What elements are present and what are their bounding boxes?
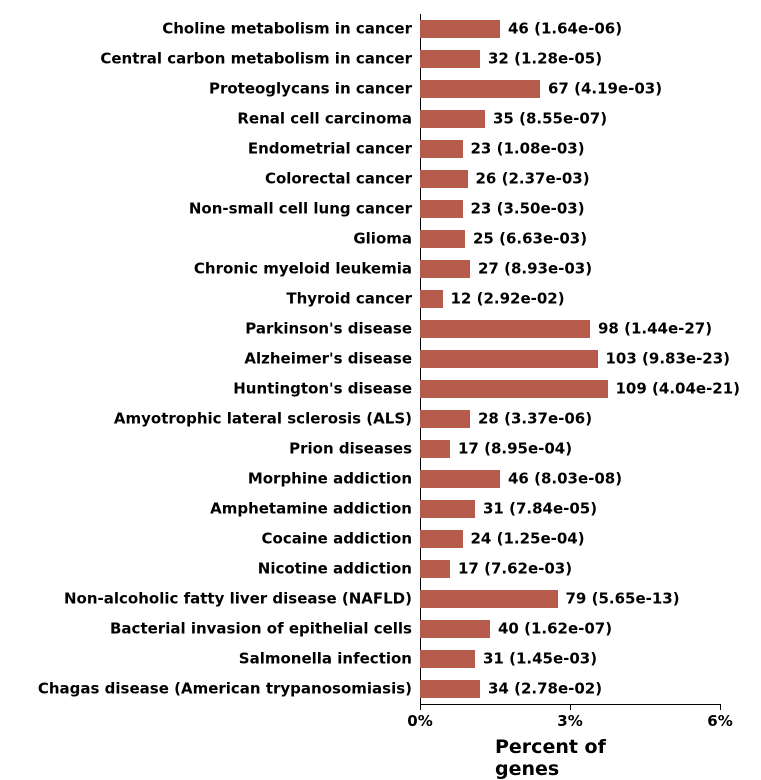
value-label: 46 (1.64e-06) <box>500 22 622 37</box>
value-label: 67 (4.19e-03) <box>540 82 662 97</box>
bar <box>420 410 470 428</box>
row-label: Thyroid cancer <box>286 292 420 307</box>
value-label: 24 (1.25e-04) <box>463 532 585 547</box>
bar <box>420 80 540 98</box>
row-label: Chronic myeloid leukemia <box>194 262 420 277</box>
value-label: 79 (5.65e-13) <box>558 592 680 607</box>
bar <box>420 470 500 488</box>
value-label: 23 (3.50e-03) <box>463 202 585 217</box>
bar <box>420 500 475 518</box>
x-tick <box>570 704 571 710</box>
row-label: Endometrial cancer <box>248 142 420 157</box>
value-label: 17 (8.95e-04) <box>450 442 572 457</box>
value-label: 103 (9.83e-23) <box>598 352 731 367</box>
row-label: Morphine addiction <box>248 472 420 487</box>
bar <box>420 650 475 668</box>
bar <box>420 110 485 128</box>
value-label: 40 (1.62e-07) <box>490 622 612 637</box>
bar <box>420 560 450 578</box>
enrichment-bar-chart: Choline metabolism in cancer 46 (1.64e-06… <box>0 0 761 778</box>
row-label: Cocaine addiction <box>262 532 420 547</box>
bar <box>420 350 598 368</box>
row-label: Non-alcoholic fatty liver disease (NAFLD… <box>64 592 420 607</box>
x-tick <box>420 704 421 710</box>
row-label: Parkinson's disease <box>245 322 420 337</box>
x-axis-title: Percent of genes <box>495 736 645 780</box>
row-label: Amphetamine addiction <box>210 502 420 517</box>
value-label: 26 (2.37e-03) <box>468 172 590 187</box>
x-tick-label: 0% <box>407 712 432 730</box>
row-label: Non-small cell lung cancer <box>189 202 420 217</box>
row-label: Chagas disease (American trypanosomiasis… <box>38 682 420 697</box>
row-label: Renal cell carcinoma <box>237 112 420 127</box>
row-label: Proteoglycans in cancer <box>209 82 420 97</box>
bar <box>420 590 558 608</box>
value-label: 109 (4.04e-21) <box>608 382 741 397</box>
bar <box>420 140 463 158</box>
value-label: 98 (1.44e-27) <box>590 322 712 337</box>
row-label: Prion diseases <box>289 442 420 457</box>
value-label: 17 (7.62e-03) <box>450 562 572 577</box>
bar <box>420 440 450 458</box>
plot-area: Choline metabolism in cancer46 (1.64e-06… <box>420 14 720 704</box>
value-label: 27 (8.93e-03) <box>470 262 592 277</box>
row-label: Salmonella infection <box>239 652 420 667</box>
value-label: 31 (1.45e-03) <box>475 652 597 667</box>
row-label: Huntington's disease <box>233 382 420 397</box>
value-label: 25 (6.63e-03) <box>465 232 587 247</box>
bar <box>420 230 465 248</box>
value-label: 31 (7.84e-05) <box>475 502 597 517</box>
value-label: 32 (1.28e-05) <box>480 52 602 67</box>
value-label: 34 (2.78e-02) <box>480 682 602 697</box>
bar <box>420 680 480 698</box>
bar <box>420 260 470 278</box>
row-label: Choline metabolism in cancer <box>162 22 420 37</box>
row-label: Nicotine addiction <box>258 562 420 577</box>
x-tick <box>720 704 721 710</box>
row-label: Glioma <box>353 232 420 247</box>
bar <box>420 320 590 338</box>
x-tick-label: 6% <box>707 712 732 730</box>
row-label: Central carbon metabolism in cancer <box>100 52 420 67</box>
bar <box>420 530 463 548</box>
x-tick-label: 3% <box>557 712 582 730</box>
bar <box>420 20 500 38</box>
row-label: Bacterial invasion of epithelial cells <box>110 622 420 637</box>
bar <box>420 50 480 68</box>
value-label: 28 (3.37e-06) <box>470 412 592 427</box>
bar <box>420 380 608 398</box>
bar <box>420 170 468 188</box>
bar <box>420 290 443 308</box>
row-label: Amyotrophic lateral sclerosis (ALS) <box>114 412 420 427</box>
bar <box>420 620 490 638</box>
value-label: 23 (1.08e-03) <box>463 142 585 157</box>
row-label: Colorectal cancer <box>265 172 420 187</box>
value-label: 12 (2.92e-02) <box>443 292 565 307</box>
row-label: Alzheimer's disease <box>244 352 420 367</box>
value-label: 46 (8.03e-08) <box>500 472 622 487</box>
value-label: 35 (8.55e-07) <box>485 112 607 127</box>
bar <box>420 200 463 218</box>
